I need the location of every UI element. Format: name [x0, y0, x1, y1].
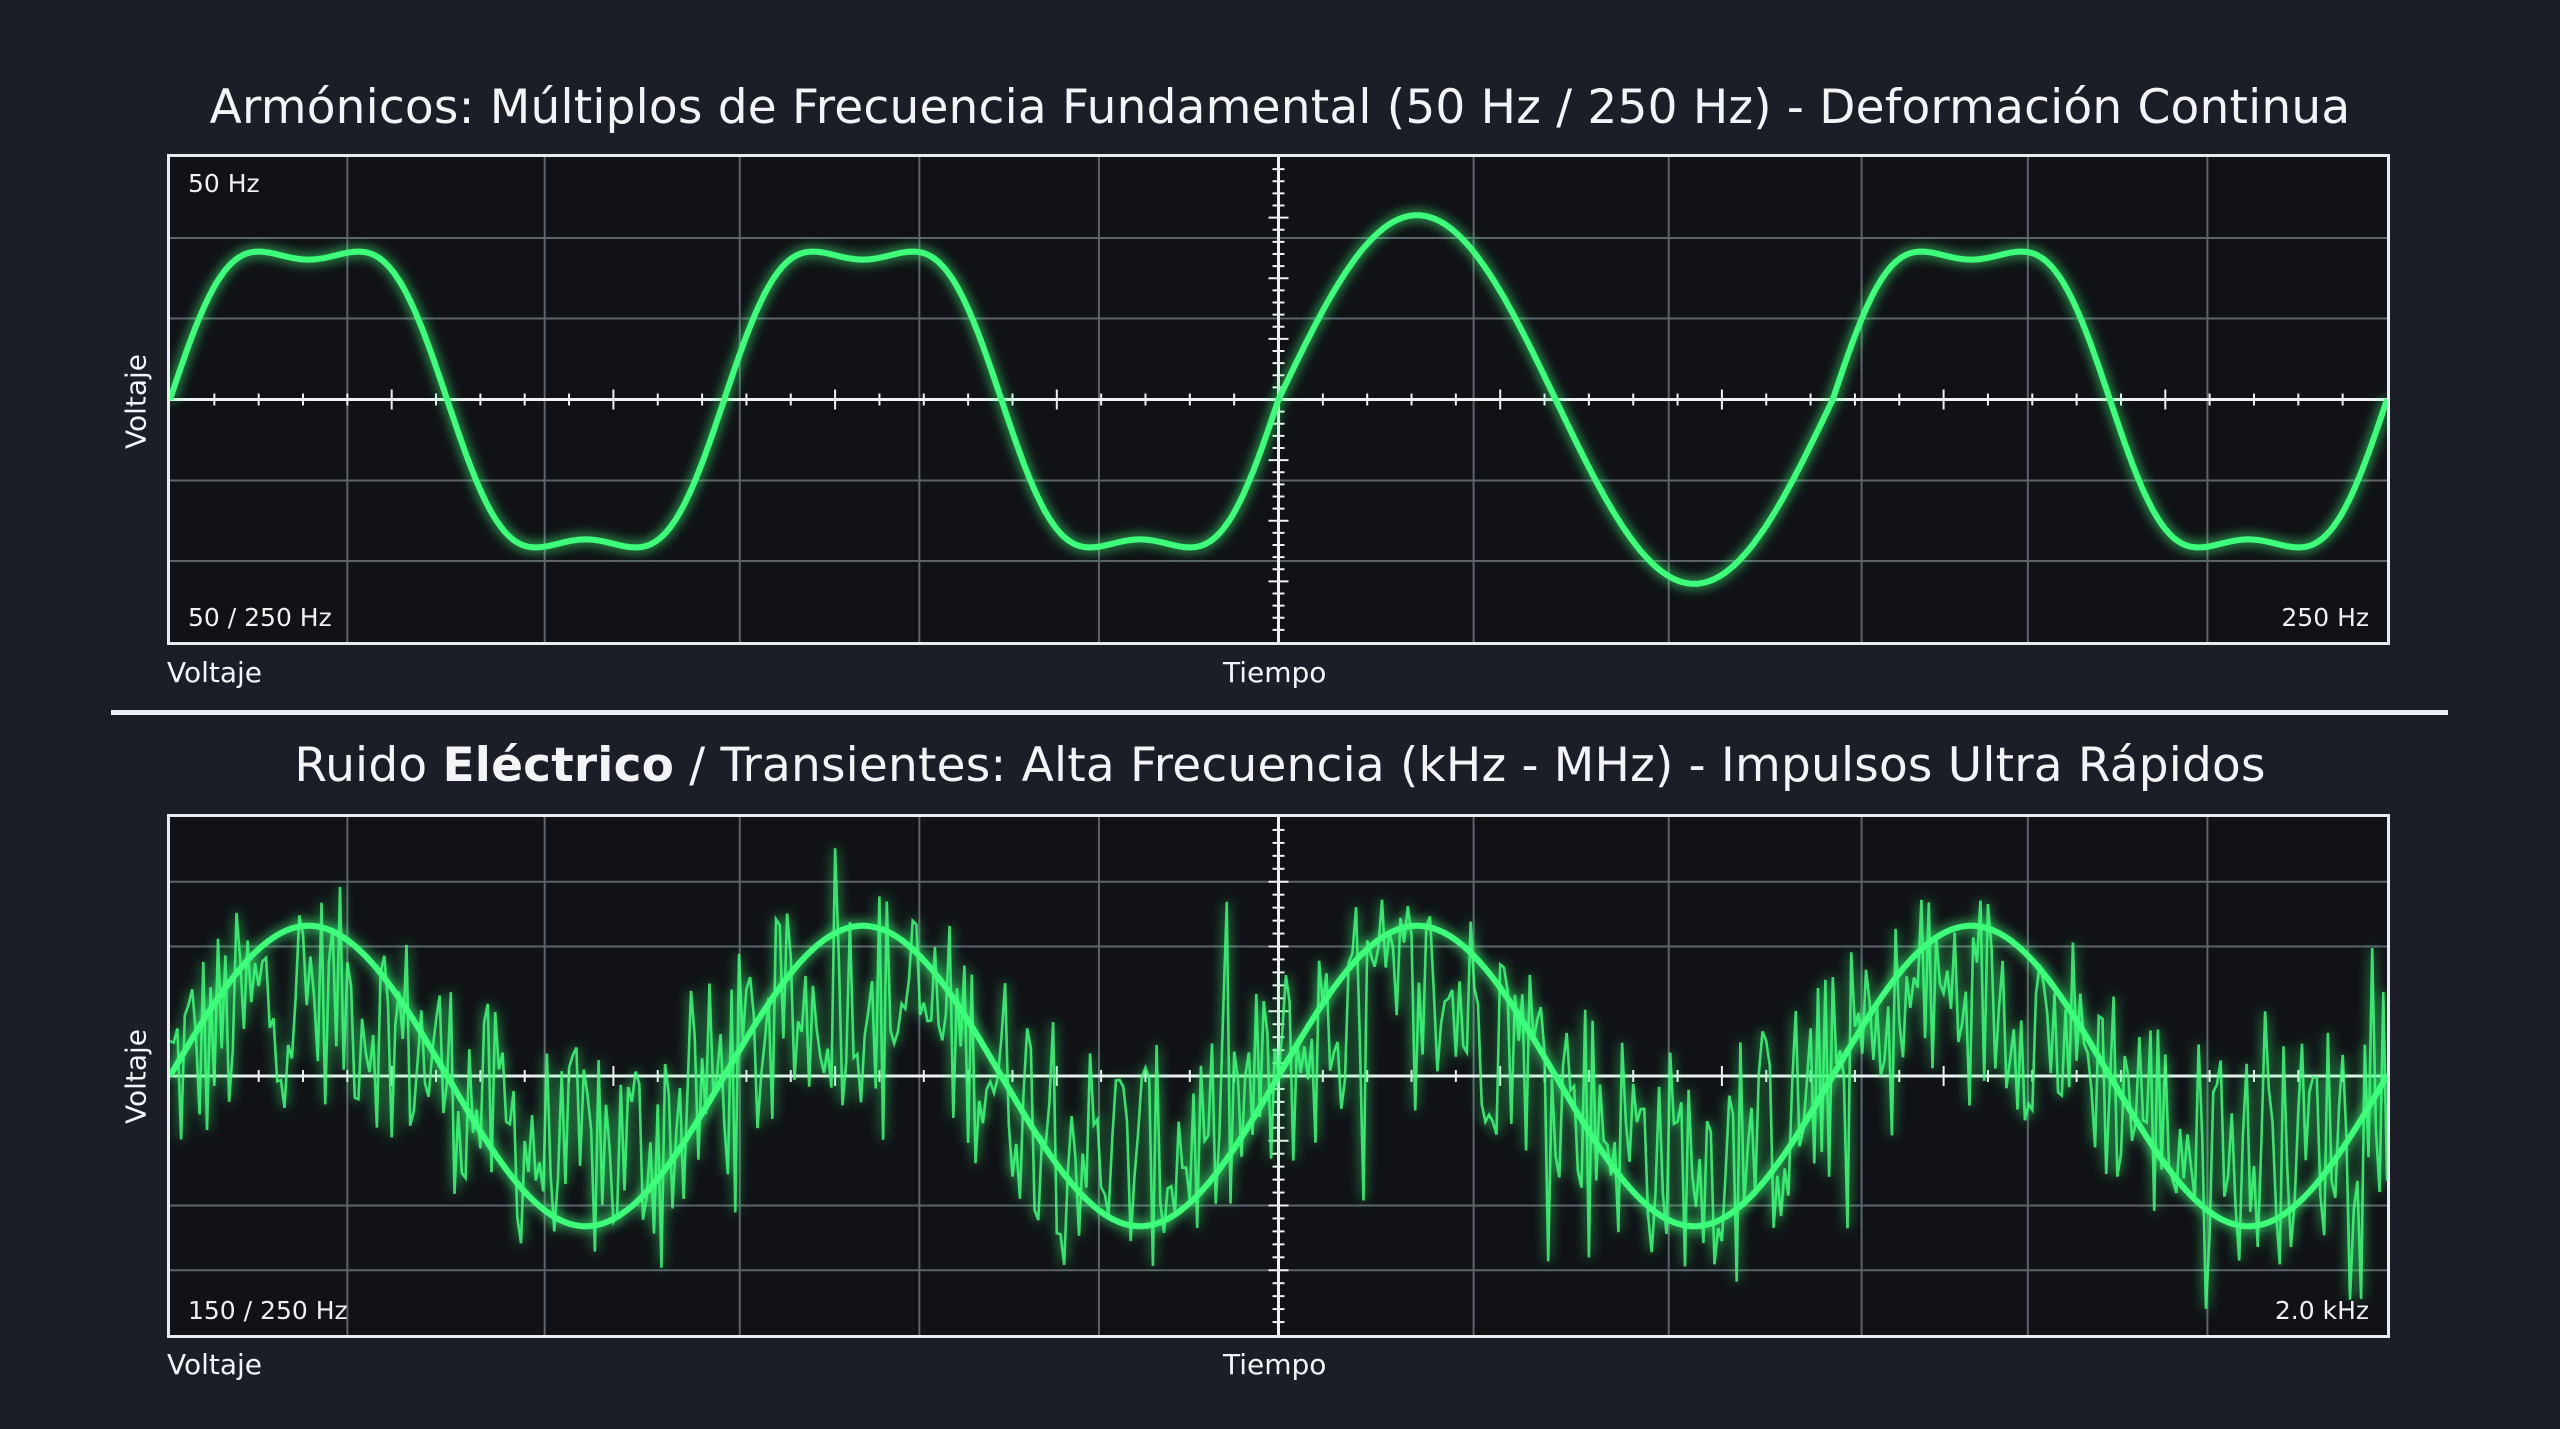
chart-1-corner-top-left: 50 Hz	[188, 169, 260, 198]
chart-2-title-suffix: / Transientes: Alta Frecuencia (kHz - MH…	[674, 738, 2266, 793]
chart-1-series-line	[170, 212, 2387, 587]
section-divider	[111, 710, 2448, 715]
chart-2-corner-bottom-right: 2.0 kHz	[2274, 1296, 2369, 1325]
chart-2-title: Ruido Eléctrico / Transientes: Alta Frec…	[0, 738, 2560, 793]
chart-1-grid	[170, 157, 2387, 642]
chart-1-xlabel: Tiempo	[1223, 656, 1327, 689]
chart-1-corner-bottom-right: 250 Hz	[2281, 603, 2369, 632]
chart-2-title-prefix: Ruido	[294, 738, 443, 793]
chart-2-title-bold: Eléctrico	[442, 738, 675, 793]
chart-1-ylabel: Voltaje	[119, 353, 153, 450]
chart-2-plot-area: 150 / 250 Hz 2.0 kHz	[167, 814, 2390, 1338]
chart-2-ylabel-bottom: Voltaje	[167, 1348, 263, 1381]
chart-1-ylabel-bottom: Voltaje	[167, 656, 263, 689]
chart-2-svg	[170, 817, 2387, 1335]
chart-1-svg	[170, 157, 2387, 642]
chart-1-x-ticks	[213, 389, 2344, 410]
chart-2-sine-line	[170, 922, 2387, 1230]
chart-2-ylabel: Voltaje	[119, 1028, 153, 1125]
chart-2-corner-bottom-left: 150 / 250 Hz	[188, 1296, 348, 1325]
chart-2-xlabel: Tiempo	[1223, 1348, 1327, 1381]
chart-1-plot-area: 50 Hz 50 / 250 Hz 250 Hz	[167, 154, 2390, 645]
chart-1-corner-bottom-left: 50 / 250 Hz	[188, 603, 332, 632]
chart-1-y-ticks	[1268, 168, 1289, 631]
chart-2-y-ticks	[1268, 828, 1289, 1324]
chart-1-title: Armónicos: Múltiplos de Frecuencia Funda…	[209, 80, 2351, 135]
